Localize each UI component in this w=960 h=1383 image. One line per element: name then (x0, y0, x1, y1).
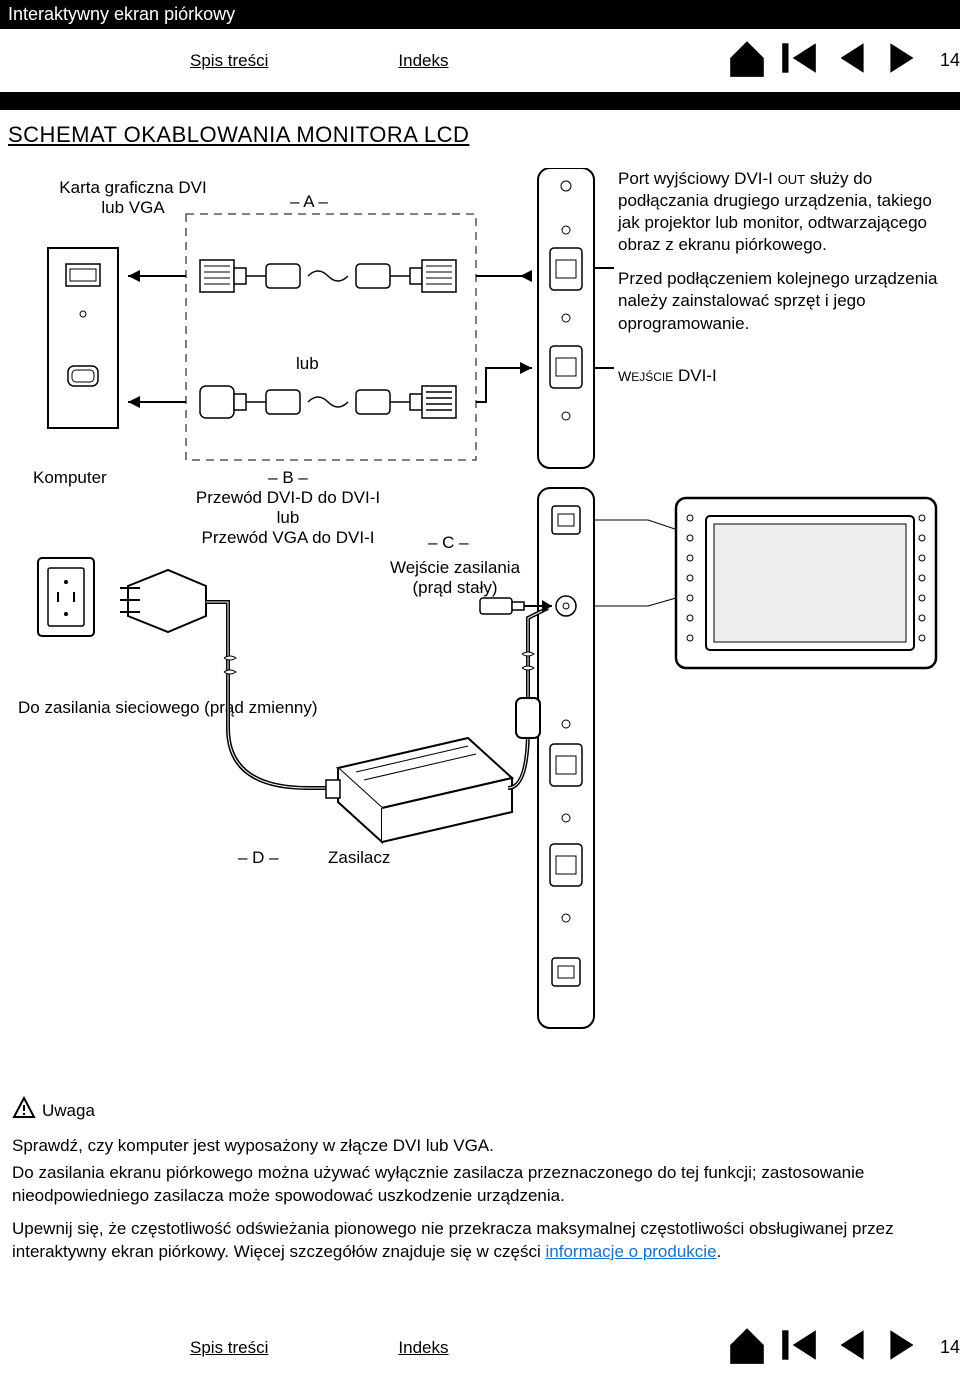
toc-link[interactable]: Spis treści (190, 51, 268, 71)
home-icon[interactable] (726, 37, 768, 84)
page-content: SCHEMAT OKABLOWANIA MONITORA LCD Karta g… (0, 110, 960, 1264)
next-page-icon[interactable] (882, 37, 924, 84)
first-page-icon[interactable] (778, 1324, 820, 1371)
document-header: Interaktywny ekran piórkowy (0, 0, 960, 29)
toc-link-footer[interactable]: Spis treści (190, 1338, 268, 1358)
footer-bar: Spis treści Indeks 14 (0, 1324, 960, 1371)
doc-title: Interaktywny ekran piórkowy (8, 4, 235, 24)
index-link[interactable]: Indeks (398, 51, 448, 71)
page-number-bottom: 14 (940, 1337, 960, 1358)
warning-p3: Upewnij się, że częstotliwość odświeżani… (12, 1218, 924, 1264)
home-icon[interactable] (726, 1324, 768, 1371)
warning-icon (12, 1096, 36, 1127)
wiring-diagram-svg: without transforms --> (8, 168, 948, 1088)
warning-title: Uwaga (42, 1100, 95, 1123)
nav-icon-group (726, 37, 924, 84)
section-title: SCHEMAT OKABLOWANIA MONITORA LCD (8, 122, 936, 148)
index-link-footer[interactable]: Indeks (398, 1338, 448, 1358)
prev-page-icon[interactable] (830, 37, 872, 84)
top-toc-bar: Spis treści Indeks 14 (0, 29, 960, 92)
diagram-area: Karta graficzna DVI lub VGA – A – lub Po… (8, 168, 936, 1088)
next-page-icon[interactable] (882, 1324, 924, 1371)
first-page-icon[interactable] (778, 37, 820, 84)
warning-section: Uwaga Sprawdź, czy komputer jest wyposaż… (8, 1096, 936, 1264)
product-info-link[interactable]: informacje o produkcie (546, 1242, 717, 1261)
page-number-top: 14 (940, 50, 960, 71)
warning-p2: Do zasilania ekranu piórkowego można uży… (12, 1162, 924, 1208)
prev-page-icon[interactable] (830, 1324, 872, 1371)
nav-icon-group-footer (726, 1324, 924, 1371)
header-divider (0, 92, 960, 110)
warning-p1: Sprawdź, czy komputer jest wyposażony w … (12, 1135, 924, 1158)
